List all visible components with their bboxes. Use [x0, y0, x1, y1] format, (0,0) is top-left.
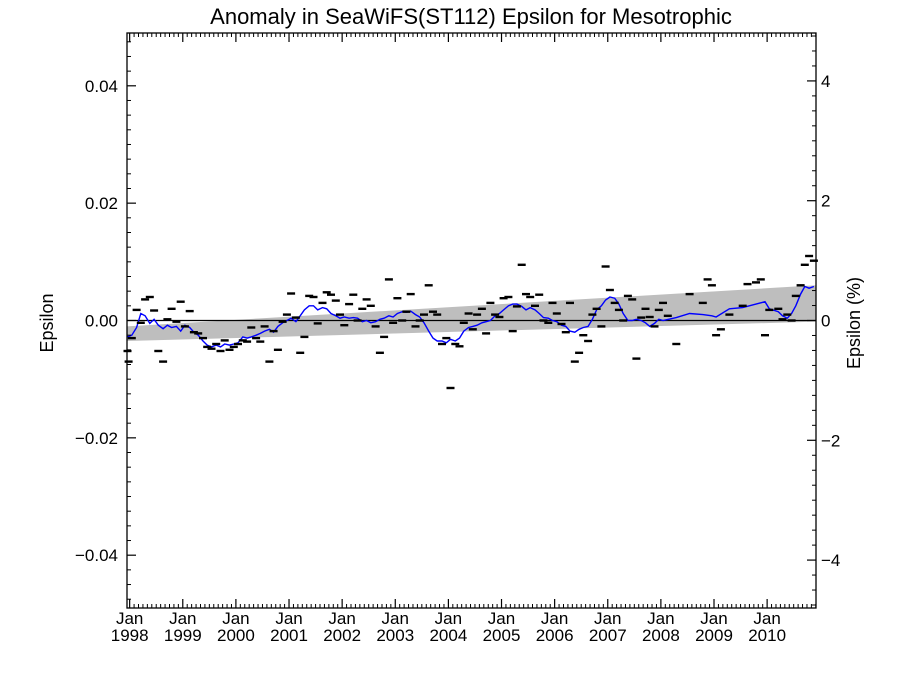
- y-tick-label: 0.00: [85, 312, 118, 331]
- x-tick-year-label: 2000: [217, 626, 255, 645]
- x-tick-month-label: Jan: [435, 609, 462, 628]
- x-tick-year-label: 2007: [589, 626, 627, 645]
- y-axis-label: Epsilon: [37, 293, 57, 352]
- series-line-0: [127, 285, 815, 348]
- x-tick-month-label: Jan: [541, 609, 568, 628]
- y-tick-label: 0.04: [85, 77, 118, 96]
- x-tick-year-label: 2006: [536, 626, 574, 645]
- chart-title: Anomaly in SeaWiFS(ST112) Epsilon for Me…: [210, 4, 732, 29]
- x-tick-year-label: 2008: [642, 626, 680, 645]
- x-tick-month-label: Jan: [700, 609, 727, 628]
- x-tick-year-label: 2009: [695, 626, 733, 645]
- x-tick-year-label: 1998: [111, 626, 149, 645]
- y2-tick-label: 2: [821, 192, 830, 211]
- y2-axis-label: Epsilon (%): [844, 277, 864, 369]
- y-tick-label: −0.02: [75, 429, 118, 448]
- x-tick-year-label: 2005: [483, 626, 521, 645]
- x-tick-month-label: Jan: [222, 609, 249, 628]
- points-layer: [123, 254, 818, 390]
- y2-tick-label: −4: [821, 551, 840, 570]
- x-tick-year-label: 2003: [376, 626, 414, 645]
- x-tick-month-label: Jan: [169, 609, 196, 628]
- x-tick-month-label: Jan: [753, 609, 780, 628]
- x-tick-year-label: 2001: [270, 626, 308, 645]
- x-tick-year-label: 1999: [164, 626, 202, 645]
- x-tick-month-label: Jan: [594, 609, 621, 628]
- x-tick-year-label: 2010: [748, 626, 786, 645]
- x-tick-month-label: Jan: [382, 609, 409, 628]
- series-layer: [127, 285, 815, 348]
- x-tick-month-label: Jan: [328, 609, 355, 628]
- y-tick-label: −0.04: [75, 546, 118, 565]
- y2-tick-label: −2: [821, 431, 840, 450]
- y2-tick-label: 0: [821, 312, 830, 331]
- y-tick-label: 0.02: [85, 194, 118, 213]
- x-tick-month-label: Jan: [116, 609, 143, 628]
- x-tick-year-label: 2004: [429, 626, 467, 645]
- x-tick-year-label: 2002: [323, 626, 361, 645]
- ticks-layer: 0.040.020.00−0.02−0.04420−2−4Jan1998Jan1…: [75, 33, 840, 645]
- x-tick-month-label: Jan: [275, 609, 302, 628]
- x-tick-month-label: Jan: [647, 609, 674, 628]
- x-tick-month-label: Jan: [488, 609, 515, 628]
- y2-tick-label: 4: [821, 72, 830, 91]
